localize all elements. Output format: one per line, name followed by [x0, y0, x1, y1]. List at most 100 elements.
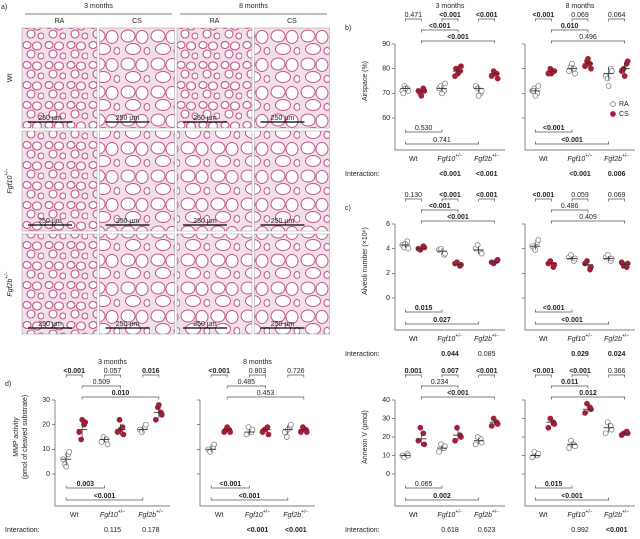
data-point — [116, 416, 123, 423]
p-value: 0.069 — [571, 12, 589, 19]
axis — [524, 224, 635, 331]
bracket — [441, 18, 459, 22]
p-value: 0.485 — [238, 379, 256, 386]
micrograph — [176, 233, 253, 335]
p-value: 0.509 — [93, 379, 111, 386]
bracket — [404, 497, 480, 501]
bracket — [608, 18, 626, 22]
chart-title: 3 months — [98, 359, 127, 366]
p-value: 0.069 — [608, 192, 626, 199]
micrograph — [99, 27, 175, 129]
scale-bar-label: 250 µm — [193, 218, 217, 225]
genotype-name: Fgf2b — [604, 156, 622, 163]
x-tick-label: Wt — [409, 512, 418, 519]
genotype-suffix: +/− — [622, 333, 629, 339]
data-point — [604, 251, 611, 258]
bracket — [534, 374, 552, 378]
data-point — [243, 431, 250, 438]
genotype-name: Fgf10 — [437, 156, 455, 163]
data-point — [442, 250, 448, 257]
p-value: 0.130 — [405, 192, 423, 199]
data-point — [568, 437, 574, 444]
genotype-suffix: +/− — [585, 509, 592, 515]
bracket — [478, 18, 496, 22]
interaction-label: Interaction: — [345, 171, 380, 178]
bracket — [210, 497, 289, 501]
genotype-name: Wt — [539, 156, 548, 163]
data-point — [245, 424, 252, 430]
p-value: 0.726 — [287, 368, 305, 375]
y-tick-label: 0 — [386, 295, 390, 302]
genotype-name: Fgf10 — [100, 512, 118, 519]
data-point — [474, 242, 481, 248]
p-value: 0.015 — [415, 305, 433, 312]
age-header: 3 months — [84, 3, 113, 10]
p-value: 0.010 — [112, 390, 130, 397]
data-point — [488, 423, 495, 429]
data-point — [472, 441, 479, 448]
p-value: <0.001 — [220, 481, 242, 488]
micrograph — [99, 233, 175, 335]
p-value: 0.234 — [431, 379, 449, 386]
interaction-p: <0.001 — [606, 527, 628, 534]
data-point — [529, 454, 536, 461]
panel-label: d) — [5, 381, 11, 388]
row-label: Fgf2b+/− — [4, 271, 14, 296]
legend-swatch — [610, 101, 616, 107]
x-tick-label: Fgf2b+/− — [283, 509, 308, 519]
bracket — [534, 497, 610, 501]
data-point — [415, 437, 422, 444]
genotype-name: Wt — [409, 512, 418, 519]
bracket — [608, 198, 626, 202]
x-tick-label: Fgf2b+/− — [604, 509, 629, 519]
p-value: <0.001 — [569, 368, 591, 375]
bracket — [571, 18, 589, 22]
y-tick-label: 4 — [386, 246, 390, 253]
data-point — [494, 421, 501, 427]
genotype-name: Fgf10 — [7, 176, 14, 194]
data-point — [78, 436, 85, 443]
bracket — [420, 385, 459, 389]
bracket — [404, 129, 443, 133]
data-point — [547, 415, 554, 422]
bracket — [65, 497, 144, 501]
bracket — [534, 18, 552, 22]
bracket — [571, 374, 589, 378]
data-point — [158, 411, 165, 418]
bracket — [420, 29, 459, 33]
genotype-suffix: +/− — [455, 509, 462, 515]
genotype-name: Fgf10 — [437, 336, 455, 343]
panel-label: b) — [345, 25, 351, 32]
p-value: 0.059 — [571, 192, 589, 199]
p-value: <0.001 — [561, 493, 583, 500]
axis — [199, 400, 315, 507]
bracket — [81, 385, 121, 389]
genotype-name: Fgf10 — [245, 512, 263, 519]
p-value: 0.016 — [142, 368, 160, 375]
bracket — [550, 396, 626, 400]
data-point — [418, 92, 425, 99]
data-point — [100, 434, 107, 440]
data-point — [120, 431, 127, 438]
legend-label: CS — [619, 111, 629, 118]
x-tick-label: Fgf2b+/− — [604, 153, 629, 163]
x-tick-label: Wt — [409, 156, 418, 163]
bracket — [534, 309, 573, 313]
genotype-suffix: +/− — [492, 509, 499, 515]
data-point — [104, 441, 111, 448]
bracket — [420, 396, 496, 400]
genotype-suffix: +/− — [622, 153, 629, 159]
bracket — [404, 374, 422, 378]
axis — [524, 44, 635, 151]
genotype-name: Wt — [409, 336, 418, 343]
data-point — [608, 426, 615, 433]
bracket — [210, 485, 250, 489]
interaction-p: 0.178 — [142, 527, 160, 534]
p-value: <0.001 — [543, 125, 565, 132]
data-point — [405, 245, 412, 252]
interaction-p: 0.623 — [478, 527, 496, 534]
genotype-suffix: +/− — [622, 509, 629, 515]
genotype-suffix: +/− — [492, 153, 499, 159]
axis — [394, 400, 505, 507]
scale-bar-label: 250 µm — [116, 218, 140, 225]
